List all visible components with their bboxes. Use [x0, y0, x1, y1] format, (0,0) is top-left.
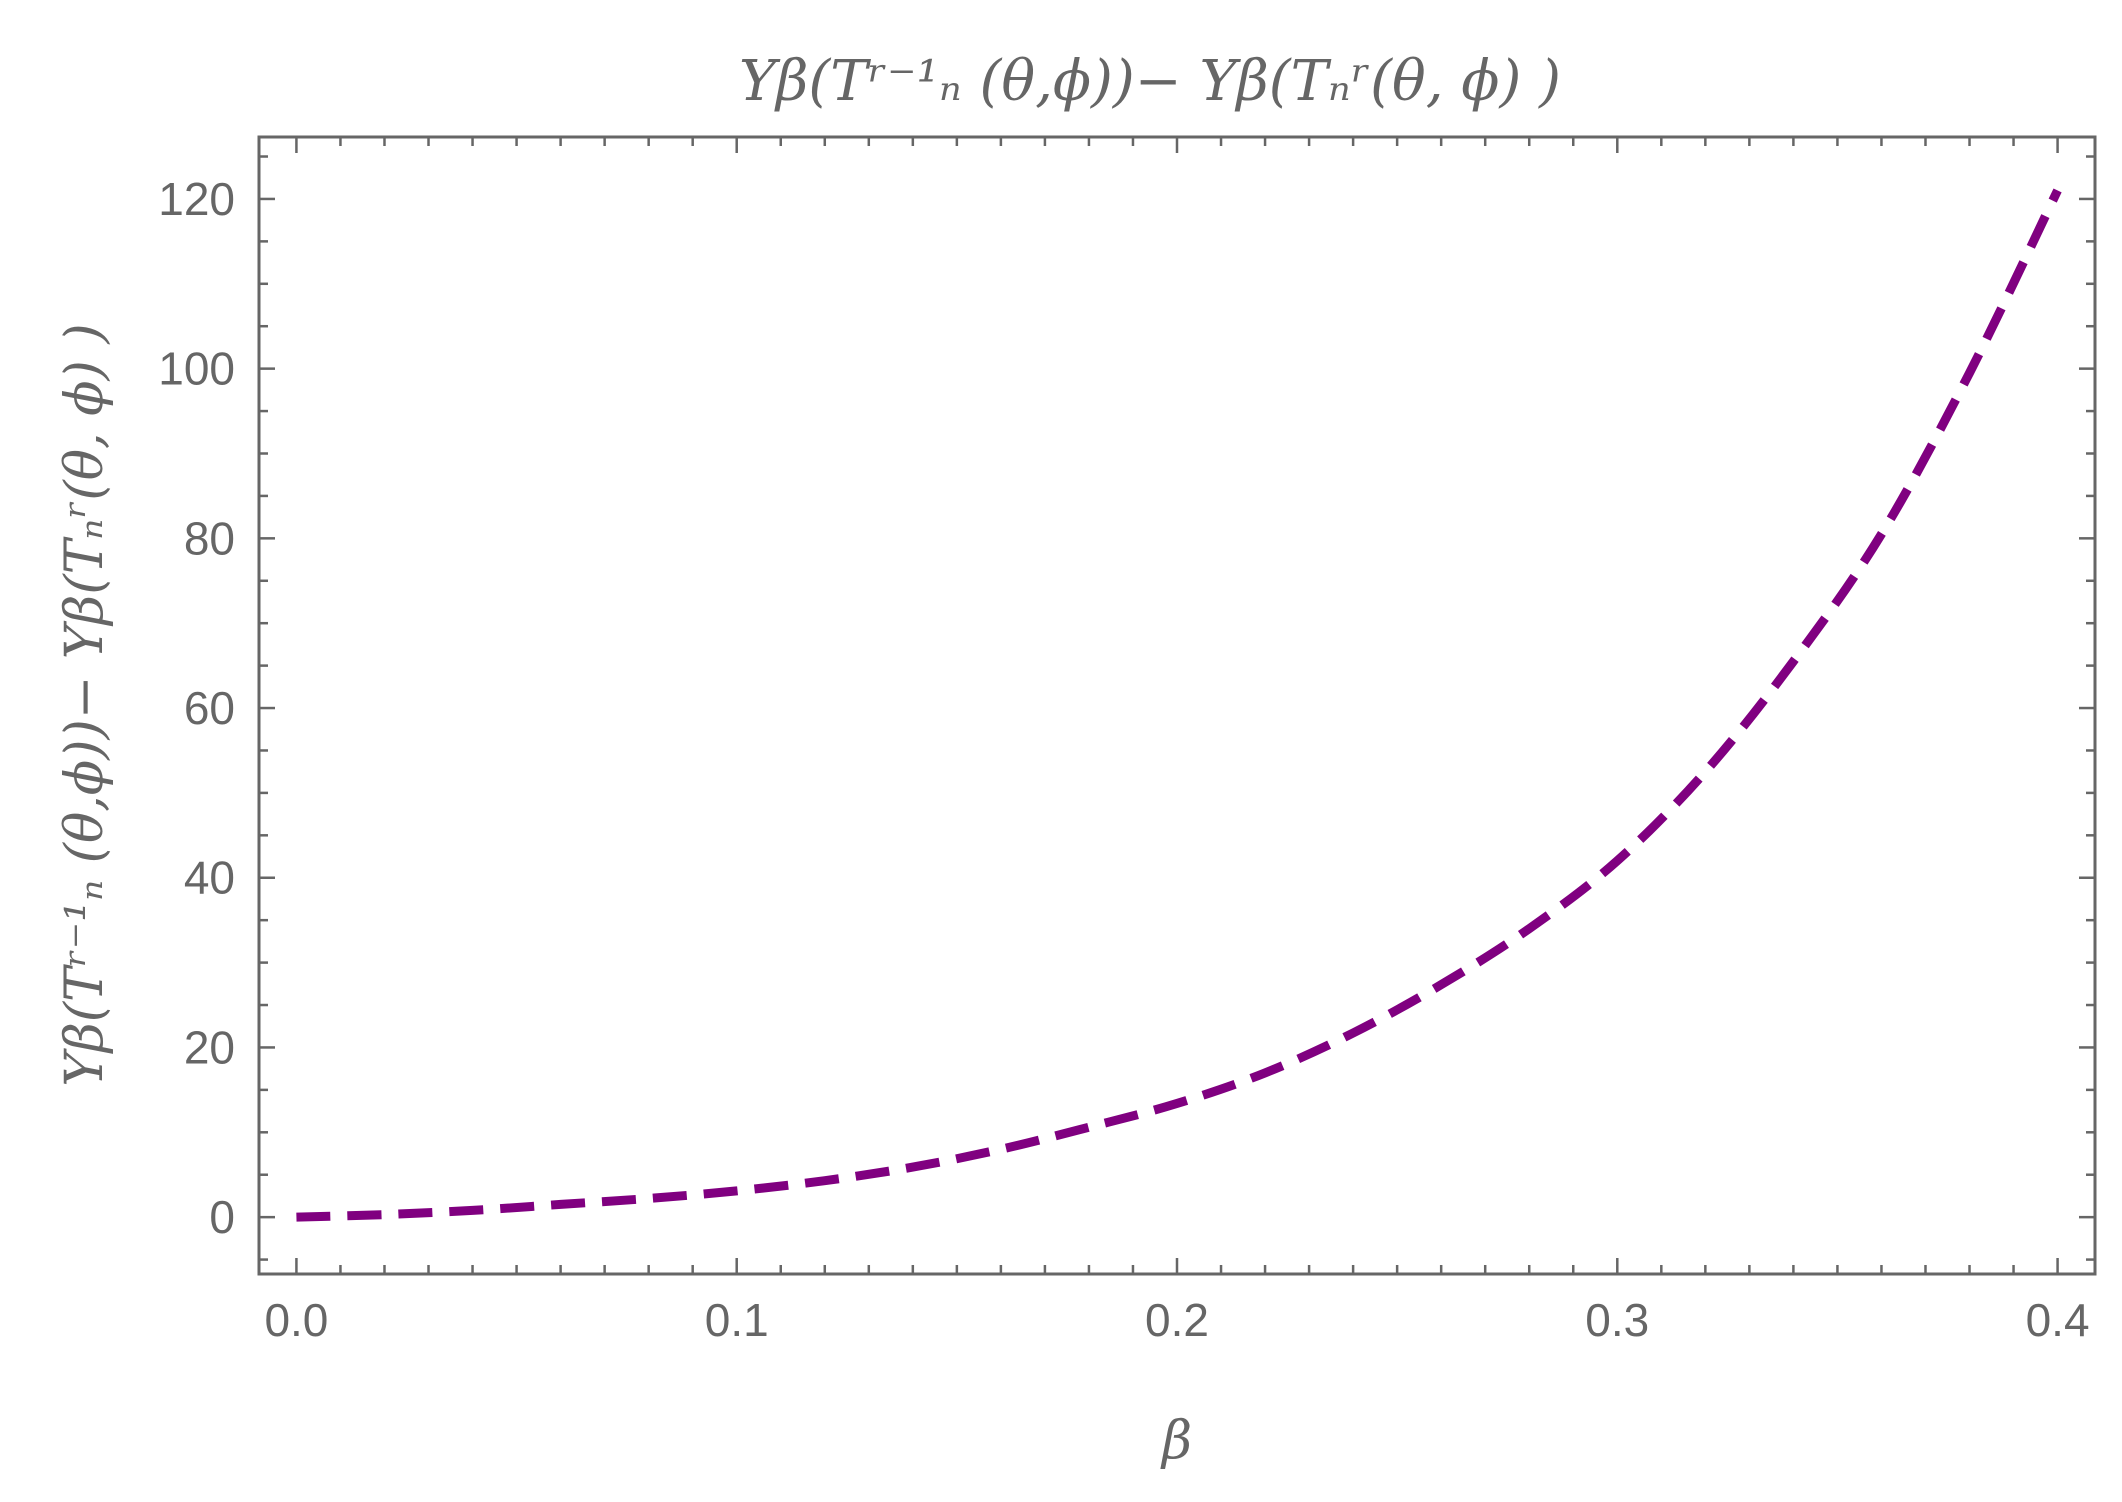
y-axis-label: Yβ(Tʳ⁻¹ₙ (θ,ϕ))− Yβ(Tₙʳ(θ, ϕ) ) — [55, 323, 115, 1086]
x-tick-label: 0.4 — [2026, 1294, 2090, 1346]
y-tick-label: 100 — [158, 343, 235, 395]
series-line — [296, 188, 2062, 1222]
x-tick-label: 0.1 — [705, 1294, 769, 1346]
y-tick-label: 60 — [184, 682, 235, 734]
chart-title: Yβ(Tʳ⁻¹ₙ (θ,ϕ))− Yβ(Tₙʳ(θ, ϕ) ) — [739, 49, 1561, 114]
y-tick-label: 20 — [184, 1021, 235, 1073]
y-tick-label: 40 — [184, 852, 235, 904]
y-tick-label: 80 — [184, 512, 235, 564]
y-tick-label: 0 — [209, 1191, 235, 1243]
series-layer — [296, 188, 2062, 1222]
x-tick-label: 0.0 — [264, 1294, 328, 1346]
tick-labels: 0.0 0.1 0.2 0.3 0.4 0 20 40 60 80 100 120 — [158, 173, 2089, 1346]
x-tick-label: 0.2 — [1145, 1294, 1209, 1346]
x-axis-label: β — [1160, 1411, 1192, 1471]
axis-ticks — [259, 137, 2095, 1274]
y-tick-label: 120 — [158, 173, 235, 225]
x-tick-label: 0.3 — [1585, 1294, 1649, 1346]
